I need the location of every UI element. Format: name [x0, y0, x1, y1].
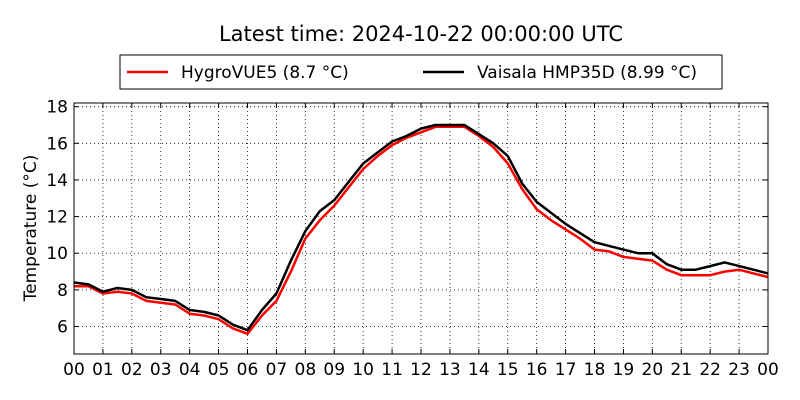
plot-lines — [73, 123, 769, 336]
x-tick-label: 19 — [613, 360, 635, 380]
x-tick-label: 20 — [642, 360, 664, 380]
x-tick-label: 05 — [208, 360, 230, 380]
x-tick-label: 21 — [670, 360, 692, 380]
x-tick-label: 11 — [381, 360, 403, 380]
x-tick-label: 00 — [63, 360, 85, 380]
x-tick-label: 01 — [92, 360, 114, 380]
y-tick-label: 16 — [46, 134, 68, 154]
plot-frame — [73, 102, 769, 355]
x-tick-label: 23 — [728, 360, 750, 380]
grid — [74, 103, 768, 354]
x-tick-label: 08 — [295, 360, 317, 380]
x-tick-label: 02 — [121, 360, 143, 380]
y-axis: 6 8 10 12 14 16 18 — [46, 98, 768, 338]
x-tick-label: 15 — [497, 360, 519, 380]
x-tick-label: 22 — [699, 360, 721, 380]
x-axis: 00 01 02 03 04 05 06 07 08 09 10 11 12 13 14 15 16 17 18 19… — [63, 103, 779, 380]
x-tick-label: 17 — [555, 360, 577, 380]
legend: HygroVUE5 (8.7 °C) Vaisala HMP35D (8.99 … — [119, 54, 723, 90]
x-tick-label: 14 — [468, 360, 490, 380]
x-tick-label: 12 — [410, 360, 432, 380]
y-tick-label: 10 — [46, 244, 68, 264]
y-tick-label: 14 — [46, 171, 68, 191]
y-axis-label: Temperature (°C) — [21, 155, 41, 303]
series-line-2 — [73, 123, 769, 332]
x-tick-label: 03 — [150, 360, 172, 380]
x-tick-label: 04 — [179, 360, 201, 380]
y-tick-label: 6 — [57, 318, 68, 338]
x-tick-label: 00 — [757, 360, 779, 380]
y-tick-label: 18 — [46, 98, 68, 118]
legend-label-series-2: Vaisala HMP35D (8.99 °C) — [477, 63, 697, 83]
y-tick-label: 8 — [57, 281, 68, 301]
x-tick-label: 10 — [352, 360, 374, 380]
chart-title: Latest time: 2024-10-22 00:00:00 UTC — [219, 22, 623, 46]
x-tick-label: 07 — [266, 360, 288, 380]
x-tick-label: 13 — [439, 360, 461, 380]
series-line-1 — [74, 125, 769, 336]
y-tick-label: 12 — [46, 208, 68, 228]
legend-box — [119, 54, 723, 90]
legend-label-series-1: HygroVUE5 (8.7 °C) — [181, 63, 349, 83]
x-tick-label: 09 — [323, 360, 345, 380]
x-tick-label: 18 — [584, 360, 606, 380]
x-tick-label: 06 — [237, 360, 259, 380]
x-tick-label: 16 — [526, 360, 548, 380]
